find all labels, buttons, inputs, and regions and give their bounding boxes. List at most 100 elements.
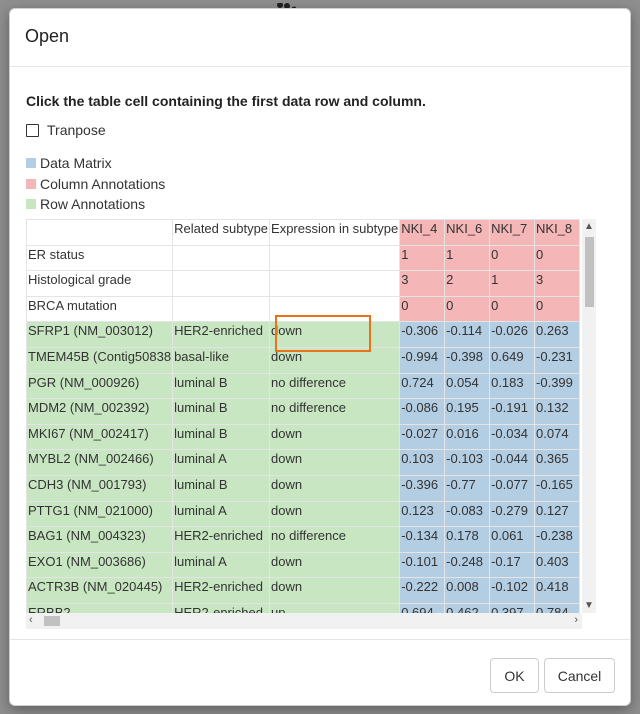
scroll-down-icon[interactable]: ▼ [584, 600, 594, 611]
table-cell[interactable]: 0.074 [535, 424, 579, 450]
table-cell[interactable]: -0.134 [400, 527, 445, 552]
table-cell[interactable]: 0.263 [535, 322, 579, 347]
transpose-checkbox[interactable] [26, 123, 39, 137]
table-cell[interactable]: TMEM45B (Contig50838 [27, 347, 173, 373]
table-cell[interactable]: luminal A [173, 501, 270, 527]
table-cell[interactable]: 0 [535, 296, 579, 322]
table-cell[interactable]: no difference [270, 527, 400, 552]
table-cell[interactable]: -0.399 [535, 373, 579, 399]
table-cell[interactable]: no difference [270, 399, 400, 424]
table-cell[interactable]: -0.238 [535, 527, 579, 552]
table-cell[interactable]: 0.403 [535, 552, 579, 578]
table-cell[interactable]: 0.054 [445, 373, 490, 399]
table-cell[interactable]: down [270, 475, 400, 501]
table-cell[interactable]: down [270, 322, 400, 347]
table-cell[interactable]: 0.649 [490, 347, 535, 373]
table-cell[interactable]: -0.77 [445, 475, 490, 501]
table-cell[interactable] [270, 271, 400, 296]
cancel-button[interactable]: Cancel [544, 658, 615, 693]
ok-button[interactable]: OK [490, 658, 539, 693]
table-cell[interactable]: -0.17 [490, 552, 535, 578]
table-cell[interactable]: no difference [270, 373, 400, 399]
table-cell[interactable]: luminal A [173, 450, 270, 475]
table-cell[interactable]: -0.083 [445, 501, 490, 527]
table-cell[interactable]: luminal A [173, 552, 270, 578]
table-cell[interactable]: -0.248 [445, 552, 490, 578]
table-cell[interactable]: 0.365 [535, 450, 579, 475]
table-cell[interactable]: MDM2 (NM_002392) [27, 399, 173, 424]
table-cell[interactable]: -0.398 [445, 347, 490, 373]
table-cell[interactable]: luminal B [173, 399, 270, 424]
transpose-option[interactable]: Tranpose [26, 122, 106, 138]
table-cell[interactable]: 1 [445, 245, 490, 271]
table-cell[interactable] [270, 296, 400, 322]
table-cell[interactable]: luminal B [173, 475, 270, 501]
table-cell[interactable]: luminal B [173, 424, 270, 450]
horizontal-scroll-thumb[interactable] [44, 616, 60, 626]
table-cell[interactable]: -0.994 [400, 347, 445, 373]
table-cell[interactable]: NKI_8 [535, 220, 579, 245]
table-cell[interactable]: 0 [400, 296, 445, 322]
table-cell[interactable]: -0.026 [490, 322, 535, 347]
table-cell[interactable]: 0.462 [445, 603, 490, 613]
table-cell[interactable]: down [270, 501, 400, 527]
table-cell[interactable]: basal-like [173, 347, 270, 373]
table-cell[interactable]: Histological grade [27, 271, 173, 296]
table-cell[interactable] [173, 296, 270, 322]
table-cell[interactable]: 0.132 [535, 399, 579, 424]
table-cell[interactable]: luminal B [173, 373, 270, 399]
table-cell[interactable]: Related subtype [173, 220, 270, 245]
table-cell[interactable]: 0.784 [535, 603, 579, 613]
table-cell[interactable] [270, 245, 400, 271]
table-cell[interactable]: HER2-enriched [173, 578, 270, 603]
table-cell[interactable]: PGR (NM_000926) [27, 373, 173, 399]
table-cell[interactable]: -0.086 [400, 399, 445, 424]
table-cell[interactable]: up [270, 603, 400, 613]
table-cell[interactable]: EXO1 (NM_003686) [27, 552, 173, 578]
table-cell[interactable]: -0.231 [535, 347, 579, 373]
table-cell[interactable]: 0.195 [445, 399, 490, 424]
table-cell[interactable]: 0 [490, 245, 535, 271]
vertical-scrollbar[interactable]: ▲ ▼ [582, 219, 596, 613]
table-cell[interactable]: down [270, 347, 400, 373]
table-cell[interactable]: -0.222 [400, 578, 445, 603]
table-cell[interactable]: 0.061 [490, 527, 535, 552]
table-cell[interactable]: BRCA mutation [27, 296, 173, 322]
table-cell[interactable]: 1 [490, 271, 535, 296]
table-cell[interactable]: BAG1 (NM_004323) [27, 527, 173, 552]
table-cell[interactable] [173, 271, 270, 296]
table-cell[interactable]: -0.114 [445, 322, 490, 347]
table-cell[interactable]: -0.165 [535, 475, 579, 501]
table-cell[interactable]: down [270, 578, 400, 603]
table-cell[interactable]: 0.123 [400, 501, 445, 527]
table-cell[interactable] [173, 245, 270, 271]
table-cell[interactable]: -0.101 [400, 552, 445, 578]
table-cell[interactable]: -0.103 [445, 450, 490, 475]
table-cell[interactable]: 0.103 [400, 450, 445, 475]
table-cell[interactable]: CDH3 (NM_001793) [27, 475, 173, 501]
table-cell[interactable]: 0.178 [445, 527, 490, 552]
table-cell[interactable]: 2 [445, 271, 490, 296]
scroll-left-icon[interactable]: ‹ [29, 614, 33, 626]
horizontal-scrollbar[interactable]: ‹ › [26, 613, 582, 629]
table-cell[interactable]: -0.306 [400, 322, 445, 347]
table-cell[interactable]: -0.102 [490, 578, 535, 603]
table-cell[interactable]: ACTR3B (NM_020445) [27, 578, 173, 603]
table-cell[interactable]: down [270, 424, 400, 450]
table-cell[interactable]: 0.127 [535, 501, 579, 527]
table-cell[interactable]: HER2-enriched [173, 527, 270, 552]
table-cell[interactable] [27, 220, 173, 245]
table-cell[interactable]: down [270, 450, 400, 475]
table-cell[interactable]: HER2-enriched [173, 322, 270, 347]
table-cell[interactable]: 0.016 [445, 424, 490, 450]
table-cell[interactable]: 0.183 [490, 373, 535, 399]
table-cell[interactable]: -0.077 [490, 475, 535, 501]
table-cell[interactable]: 0 [490, 296, 535, 322]
table-cell[interactable]: ERBB2 [27, 603, 173, 613]
scroll-right-icon[interactable]: › [574, 614, 578, 626]
table-cell[interactable]: MYBL2 (NM_002466) [27, 450, 173, 475]
table-cell[interactable]: 0.694 [400, 603, 445, 613]
table-cell[interactable]: MKI67 (NM_002417) [27, 424, 173, 450]
table-cell[interactable]: 3 [400, 271, 445, 296]
table-cell[interactable]: 0.008 [445, 578, 490, 603]
